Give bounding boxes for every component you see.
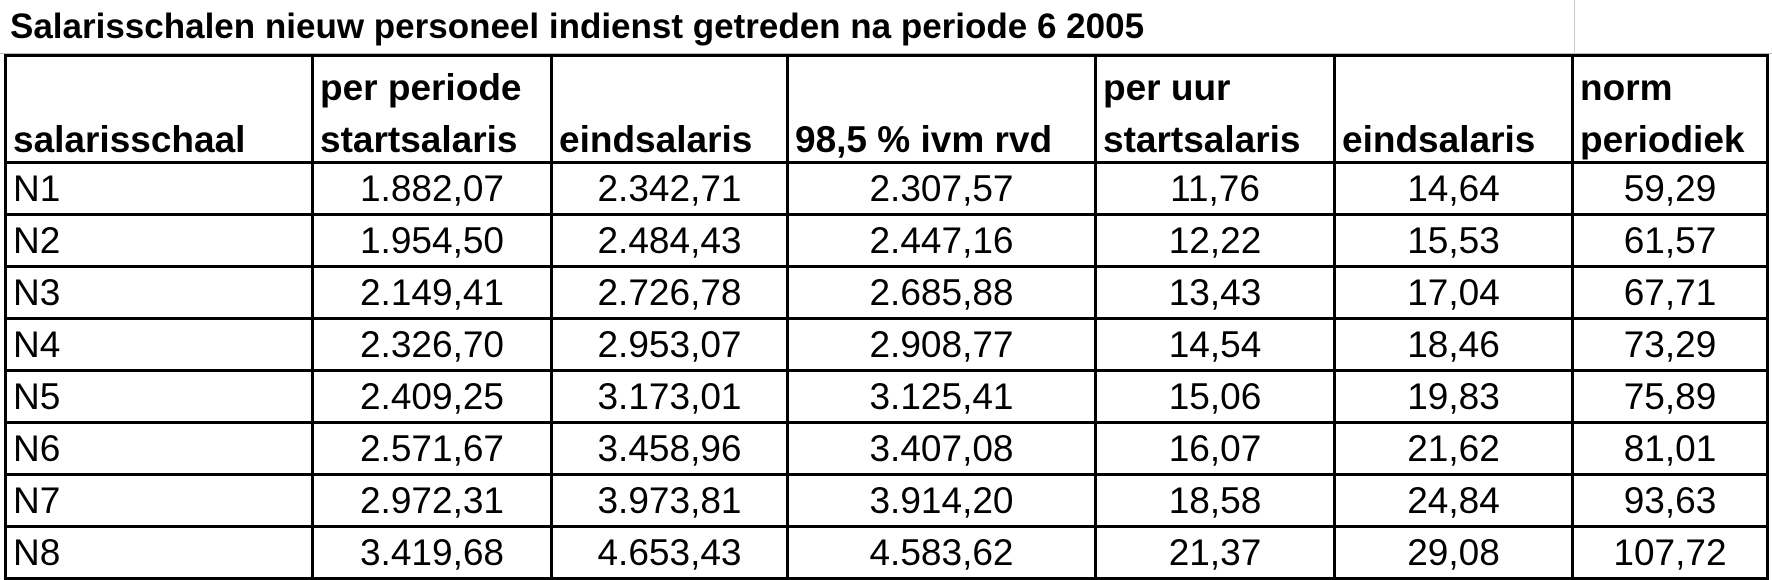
cell: 2.307,57 xyxy=(786,161,1097,216)
cell: 3.458,96 xyxy=(550,421,789,476)
row-label: N6 xyxy=(4,421,314,476)
cell: 73,29 xyxy=(1571,317,1769,372)
cell: 12,22 xyxy=(1094,213,1336,268)
row-label: N5 xyxy=(4,369,314,424)
cell: 16,07 xyxy=(1094,421,1336,476)
table-row: N1 1.882,07 2.342,71 2.307,57 11,76 14,64 59,2… xyxy=(4,161,1769,216)
column-header: salarisschaal xyxy=(4,108,314,164)
cell: 11,76 xyxy=(1094,161,1336,216)
header-group: norm xyxy=(1571,54,1769,109)
cell: 18,58 xyxy=(1094,473,1336,528)
cell: 1.882,07 xyxy=(311,161,553,216)
header-row: salarisschaal startsalaris eindsalaris 98,5… xyxy=(4,108,1769,164)
cell: 2.342,71 xyxy=(550,161,789,216)
cell: 13,43 xyxy=(1094,265,1336,320)
title-row: Salarisschalen nieuw personeel indienst … xyxy=(0,0,1772,54)
cell: 93,63 xyxy=(1571,473,1769,528)
row-label: N4 xyxy=(4,317,314,372)
cell: 3.914,20 xyxy=(786,473,1097,528)
cell: 2.953,07 xyxy=(550,317,789,372)
cell: 75,89 xyxy=(1571,369,1769,424)
cell: 2.571,67 xyxy=(311,421,553,476)
cell: 4.653,43 xyxy=(550,525,789,580)
grid-line xyxy=(1574,0,1575,54)
table-row: N7 2.972,31 3.973,81 3.914,20 18,58 24,84 93,6… xyxy=(4,473,1769,528)
cell: 2.149,41 xyxy=(311,265,553,320)
cell: 61,57 xyxy=(1571,213,1769,268)
cell: 3.125,41 xyxy=(786,369,1097,424)
cell: 21,37 xyxy=(1094,525,1336,580)
column-header: startsalaris xyxy=(1094,108,1336,164)
cell: 15,53 xyxy=(1333,213,1574,268)
cell: 107,72 xyxy=(1571,525,1769,580)
table-row: N2 1.954,50 2.484,43 2.447,16 12,22 15,53 61,5… xyxy=(4,213,1769,268)
header-row: per periode per uur norm xyxy=(4,54,1769,109)
cell: 2.484,43 xyxy=(550,213,789,268)
header-cell xyxy=(550,54,789,109)
cell: 3.973,81 xyxy=(550,473,789,528)
row-label: N1 xyxy=(4,161,314,216)
cell: 14,64 xyxy=(1333,161,1574,216)
cell: 18,46 xyxy=(1333,317,1574,372)
cell: 2.972,31 xyxy=(311,473,553,528)
cell: 81,01 xyxy=(1571,421,1769,476)
table-row: N3 2.149,41 2.726,78 2.685,88 13,43 17,04 67,7… xyxy=(4,265,1769,320)
column-header: 98,5 % ivm rvd xyxy=(786,108,1097,164)
cell: 59,29 xyxy=(1571,161,1769,216)
cell: 67,71 xyxy=(1571,265,1769,320)
table-row: N5 2.409,25 3.173,01 3.125,41 15,06 19,83 75,8… xyxy=(4,369,1769,424)
column-header: eindsalaris xyxy=(550,108,789,164)
cell: 24,84 xyxy=(1333,473,1574,528)
column-header: startsalaris xyxy=(311,108,553,164)
cell: 3.407,08 xyxy=(786,421,1097,476)
cell: 2.726,78 xyxy=(550,265,789,320)
cell: 2.685,88 xyxy=(786,265,1097,320)
salary-table: per periode per uur norm salarisschaal st… xyxy=(4,54,1769,580)
table-row: N8 3.419,68 4.653,43 4.583,62 21,37 29,08 107,… xyxy=(4,525,1769,580)
cell: 4.583,62 xyxy=(786,525,1097,580)
header-cell xyxy=(1333,54,1574,109)
cell: 2.326,70 xyxy=(311,317,553,372)
column-header: periodiek xyxy=(1571,108,1769,164)
cell: 3.173,01 xyxy=(550,369,789,424)
table-row: N4 2.326,70 2.953,07 2.908,77 14,54 18,46 73,2… xyxy=(4,317,1769,372)
row-label: N3 xyxy=(4,265,314,320)
cell: 17,04 xyxy=(1333,265,1574,320)
row-label: N7 xyxy=(4,473,314,528)
cell: 29,08 xyxy=(1333,525,1574,580)
row-label: N8 xyxy=(4,525,314,580)
cell: 3.419,68 xyxy=(311,525,553,580)
row-label: N2 xyxy=(4,213,314,268)
column-header: eindsalaris xyxy=(1333,108,1574,164)
cell: 19,83 xyxy=(1333,369,1574,424)
cell: 15,06 xyxy=(1094,369,1336,424)
header-cell xyxy=(786,54,1097,109)
cell: 2.447,16 xyxy=(786,213,1097,268)
cell: 1.954,50 xyxy=(311,213,553,268)
cell: 2.409,25 xyxy=(311,369,553,424)
header-cell xyxy=(4,54,314,109)
table-row: N6 2.571,67 3.458,96 3.407,08 16,07 21,62 81,0… xyxy=(4,421,1769,476)
cell: 2.908,77 xyxy=(786,317,1097,372)
header-group: per uur xyxy=(1094,54,1336,109)
header-group: per periode xyxy=(311,54,553,109)
title: Salarisschalen nieuw personeel indienst … xyxy=(10,7,1145,46)
cell: 14,54 xyxy=(1094,317,1336,372)
cell: 21,62 xyxy=(1333,421,1574,476)
